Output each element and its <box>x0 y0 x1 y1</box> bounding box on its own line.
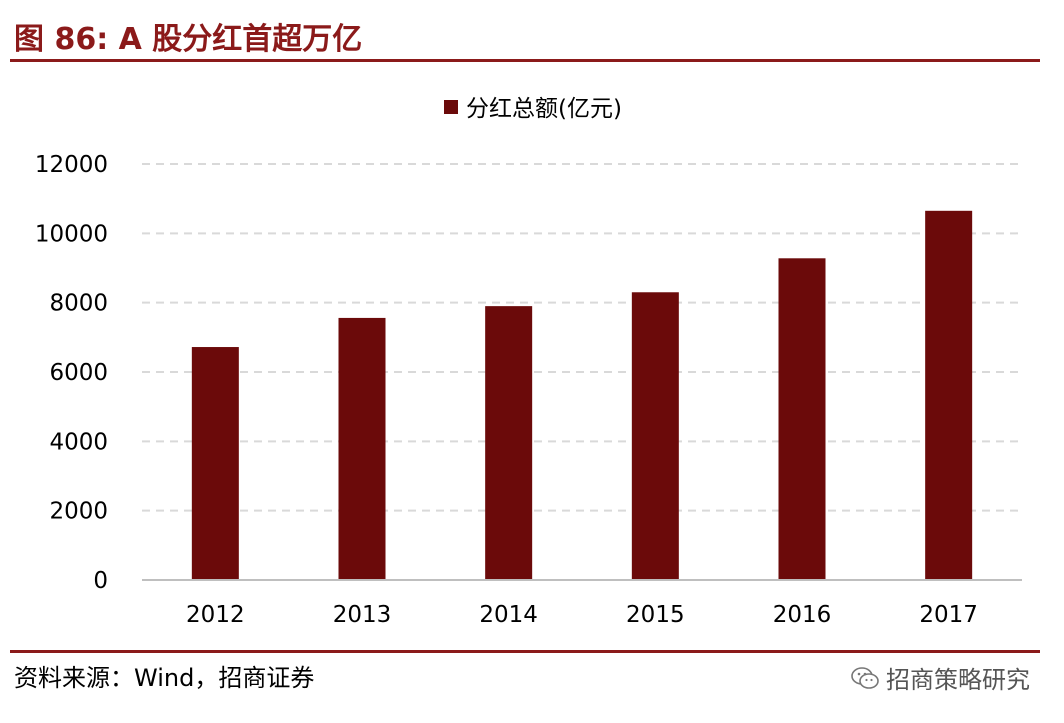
legend-label: 分红总额(亿元) <box>466 96 622 122</box>
bar-2017 <box>925 210 973 581</box>
x-tick-label: 2015 <box>626 602 685 628</box>
y-tick-label: 6000 <box>49 360 108 386</box>
y-axis-tick-labels: 0 2000 4000 6000 8000 10000 12000 <box>35 152 108 594</box>
y-tick-label: 0 <box>93 568 108 594</box>
title-divider <box>10 59 1040 62</box>
wechat-icon <box>851 666 879 689</box>
y-tick-label: 2000 <box>49 499 108 525</box>
legend-swatch <box>444 100 458 114</box>
x-tick-label: 2016 <box>773 602 832 628</box>
source-note: 资料来源：Wind，招商证券 <box>14 664 315 692</box>
watermark: 招商策略研究 <box>850 660 1030 695</box>
bar-2013 <box>338 317 386 580</box>
x-tick-label: 2014 <box>479 602 538 628</box>
y-tick-label: 4000 <box>49 429 108 455</box>
bars <box>191 210 973 581</box>
bar-2012 <box>191 347 239 580</box>
bar-2014 <box>485 306 533 580</box>
watermark-text: 招商策略研究 <box>886 666 1030 694</box>
x-axis-tick-labels: 2012 2013 2014 2015 2016 2017 <box>186 602 978 628</box>
y-tick-label: 12000 <box>35 152 108 178</box>
figure-title: 图 86: A 股分红首超万亿 <box>14 22 363 57</box>
footer-divider <box>10 650 1040 653</box>
y-tick-label: 8000 <box>49 291 108 317</box>
x-tick-label: 2012 <box>186 602 245 628</box>
x-tick-label: 2013 <box>333 602 392 628</box>
x-tick-label: 2017 <box>919 602 978 628</box>
bar-2016 <box>778 258 826 580</box>
y-tick-label: 10000 <box>35 221 108 247</box>
legend: 分红总额(亿元) <box>444 96 622 122</box>
gridlines <box>142 163 1022 512</box>
bar-2015 <box>631 292 679 580</box>
